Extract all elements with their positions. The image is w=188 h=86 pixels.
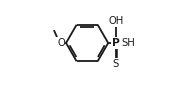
Text: OH: OH [108, 16, 124, 26]
Text: S: S [113, 59, 119, 69]
Text: SH: SH [121, 38, 135, 48]
Text: P: P [112, 38, 120, 48]
Text: O: O [57, 38, 65, 48]
